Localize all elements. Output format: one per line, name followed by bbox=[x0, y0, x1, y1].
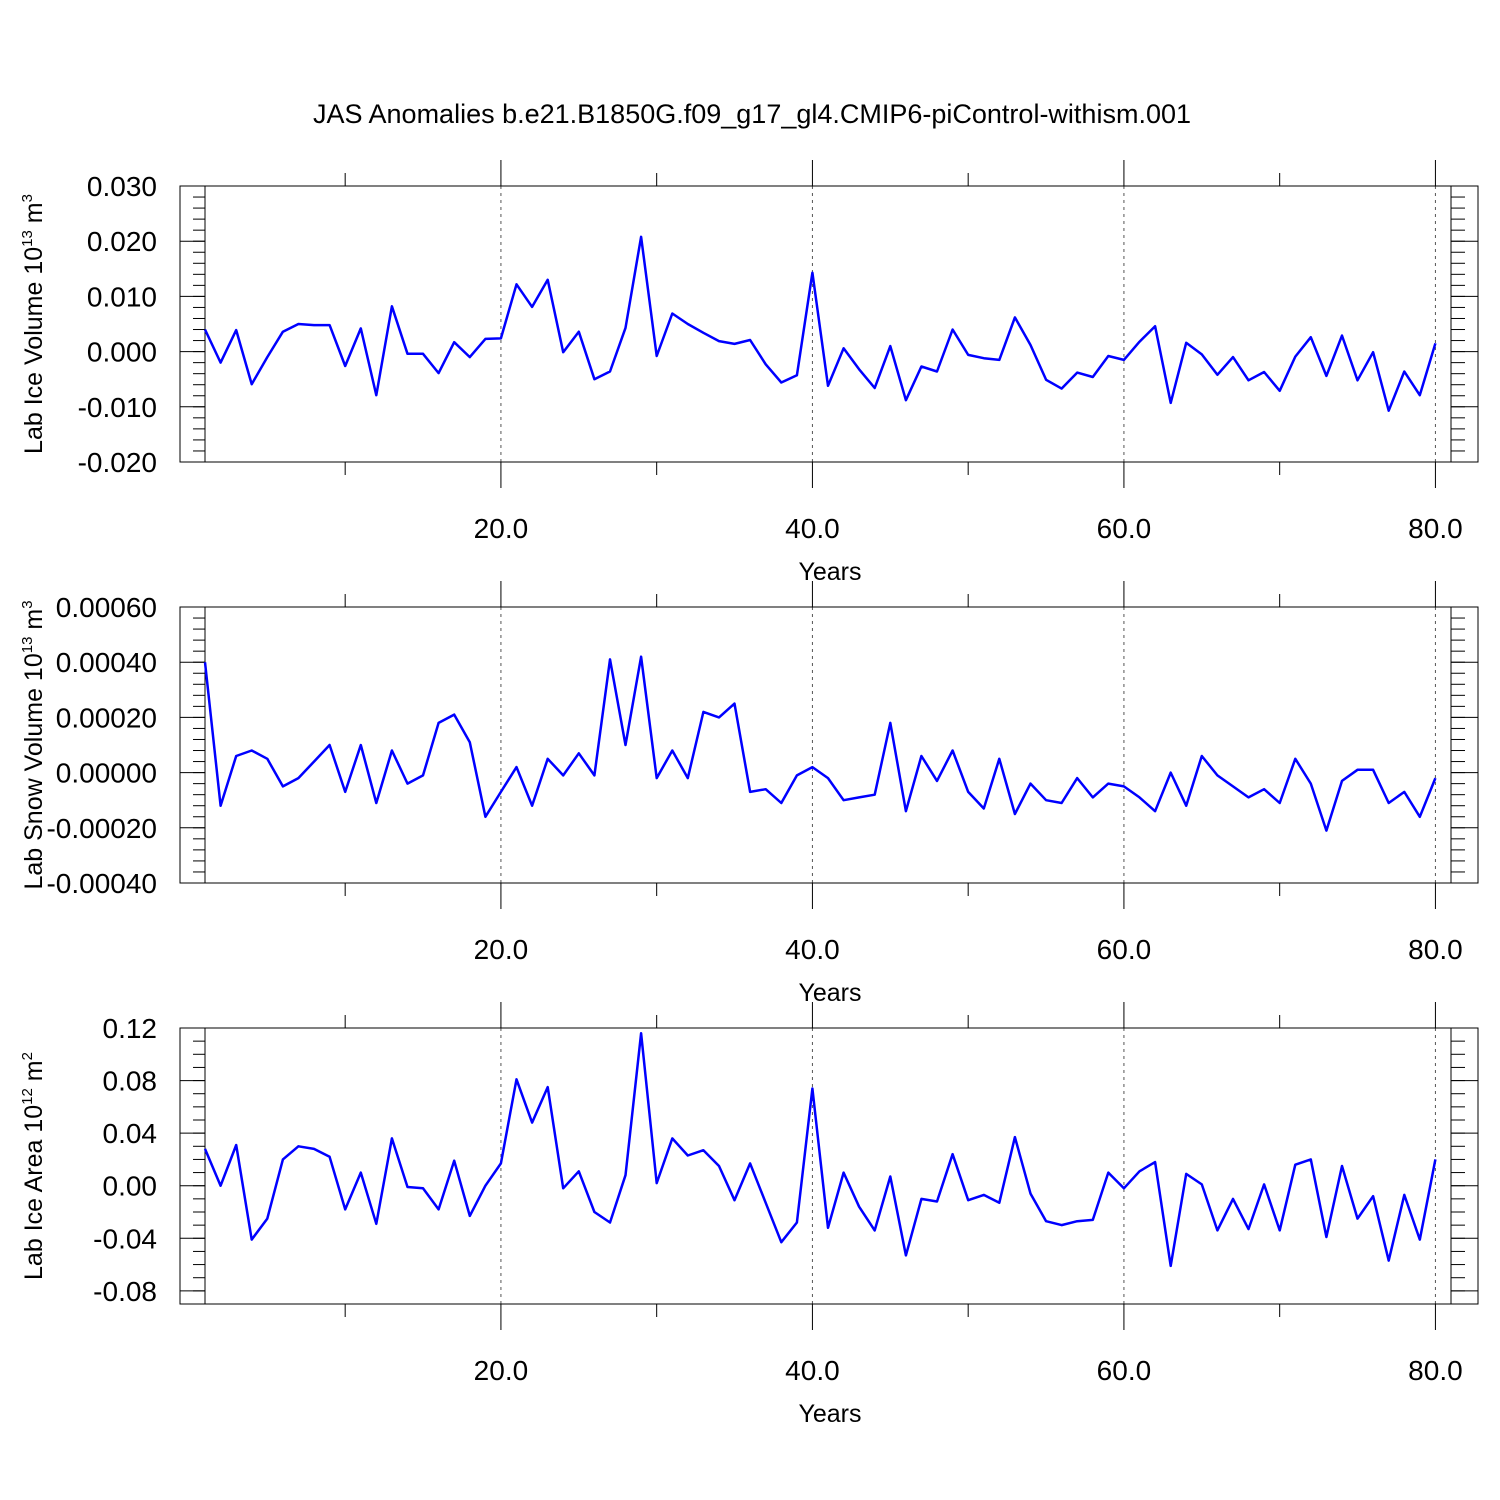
y-axis-label-text: Lab Ice Volume 10 bbox=[20, 247, 48, 454]
x-tick-label: 60.0 bbox=[1097, 934, 1152, 965]
y-tick-label: 0.00020 bbox=[56, 702, 157, 733]
y-tick-label: 0.04 bbox=[103, 1118, 158, 1149]
y-tick-label: 0.000 bbox=[87, 337, 157, 368]
x-gridlines bbox=[500, 607, 1436, 883]
plot-frame bbox=[179, 1027, 1479, 1305]
y-axis-label-unit: m bbox=[20, 1060, 48, 1088]
y-axis-label-unit-exponent: 3 bbox=[19, 194, 36, 202]
y-tick-labels: -0.08 -0.04 0.00 0.04 0.08 0.12 bbox=[93, 1013, 157, 1307]
x-tick-labels: 20.0 40.0 60.0 80.0 bbox=[474, 513, 1463, 544]
y-tick-label: -0.010 bbox=[78, 392, 157, 423]
axis-ticks bbox=[180, 160, 1478, 488]
y-tick-label: -0.00020 bbox=[46, 813, 157, 844]
x-gridlines bbox=[500, 186, 1436, 462]
y-axis-label-text: Lab Ice Area 10 bbox=[20, 1105, 48, 1280]
x-tick-label: 20.0 bbox=[474, 513, 529, 544]
panel-snow-volume: -0.00040 -0.00020 0.00000 0.00020 0.00040 0.0… bbox=[19, 581, 1479, 1007]
series-line-snow-volume bbox=[203, 655, 1437, 832]
series-line-ice-area bbox=[203, 1032, 1437, 1268]
y-axis-label-unit: m bbox=[20, 202, 48, 230]
axis-ticks bbox=[180, 581, 1478, 909]
x-tick-label: 60.0 bbox=[1097, 1355, 1152, 1386]
y-tick-label: 0.08 bbox=[103, 1066, 158, 1097]
y-tick-label: 0.00060 bbox=[56, 592, 157, 623]
x-tick-label: 80.0 bbox=[1408, 1355, 1463, 1386]
y-tick-label: 0.00000 bbox=[56, 758, 157, 789]
x-tick-label: 80.0 bbox=[1408, 513, 1463, 544]
x-tick-label: 20.0 bbox=[474, 1355, 529, 1386]
y-axis-label: Lab Ice Volume 1013 m3 bbox=[19, 194, 48, 454]
x-tick-label: 20.0 bbox=[474, 934, 529, 965]
y-tick-label: 0.010 bbox=[87, 281, 157, 312]
y-tick-label: 0.00040 bbox=[56, 647, 157, 678]
x-tick-label: 40.0 bbox=[785, 513, 840, 544]
axis-ticks bbox=[180, 1002, 1478, 1330]
y-axis-label: Lab Ice Area 1012 m2 bbox=[19, 1052, 48, 1280]
y-tick-labels: -0.00040 -0.00020 0.00000 0.00020 0.00040 0.0… bbox=[46, 592, 157, 899]
y-axis-label-exponent: 13 bbox=[19, 230, 36, 247]
panel-ice-volume: -0.020 -0.010 0.000 0.010 0.020 0.030 20.0 40.… bbox=[19, 160, 1479, 586]
x-tick-label: 80.0 bbox=[1408, 934, 1463, 965]
y-axis-label-exponent: 12 bbox=[19, 1088, 36, 1105]
x-axis-label: Years bbox=[798, 558, 861, 586]
y-tick-label: -0.04 bbox=[93, 1223, 157, 1254]
y-tick-label: 0.12 bbox=[103, 1013, 158, 1044]
y-axis-label-unit-exponent: 3 bbox=[19, 600, 36, 608]
x-tick-label: 40.0 bbox=[785, 934, 840, 965]
plot-frame bbox=[179, 185, 1479, 463]
x-tick-labels: 20.0 40.0 60.0 80.0 bbox=[474, 934, 1463, 965]
y-axis-label-text: Lab Snow Volume 10 bbox=[20, 653, 48, 889]
y-tick-label: -0.020 bbox=[78, 447, 157, 478]
y-tick-label: -0.00040 bbox=[46, 868, 157, 899]
y-tick-label: 0.00 bbox=[103, 1171, 158, 1202]
panel-ice-area: -0.08 -0.04 0.00 0.04 0.08 0.12 20.0 40.0 60.0 8… bbox=[19, 1002, 1479, 1428]
series-line-ice-volume bbox=[203, 235, 1437, 412]
y-tick-label: -0.08 bbox=[93, 1276, 157, 1307]
y-tick-label: 0.020 bbox=[87, 226, 157, 257]
x-tick-label: 60.0 bbox=[1097, 513, 1152, 544]
y-tick-labels: -0.020 -0.010 0.000 0.010 0.020 0.030 bbox=[78, 171, 157, 478]
chart-title: JAS Anomalies b.e21.B1850G.f09_g17_gl4.C… bbox=[313, 99, 1191, 129]
y-axis-label-unit-exponent: 2 bbox=[19, 1052, 36, 1060]
y-axis-label-unit: m bbox=[20, 609, 48, 637]
x-tick-label: 40.0 bbox=[785, 1355, 840, 1386]
x-axis-label: Years bbox=[798, 979, 861, 1007]
y-tick-label: 0.030 bbox=[87, 171, 157, 202]
y-axis-label: Lab Snow Volume 1013 m3 bbox=[19, 600, 48, 889]
x-axis-label: Years bbox=[798, 1400, 861, 1428]
plot-frame bbox=[179, 606, 1479, 884]
y-axis-label-exponent: 13 bbox=[19, 637, 36, 654]
x-tick-labels: 20.0 40.0 60.0 80.0 bbox=[474, 1355, 1463, 1386]
